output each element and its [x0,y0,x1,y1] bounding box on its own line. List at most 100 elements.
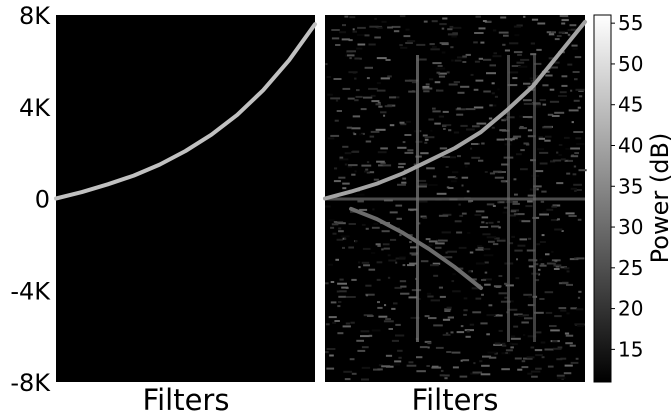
noise-streak [439,42,449,44]
noise-streak [342,87,351,90]
noise-streak [373,178,379,181]
noise-streak [360,108,367,111]
noise-streak [551,250,554,253]
noise-streak [521,366,529,369]
noise-streak [462,359,470,362]
noise-streak [571,121,574,124]
noise-streak [570,28,578,31]
noise-streak [446,351,452,353]
noise-streak [351,127,361,130]
noise-streak [578,290,582,293]
noise-streak [391,307,396,310]
noise-streak [464,329,474,332]
noise-streak [378,364,383,367]
noise-streak [471,287,480,290]
noise-streak [519,126,524,128]
noise-streak [381,248,384,251]
noise-streak [391,339,399,342]
noise-streak [405,28,410,31]
noise-streak [534,170,544,173]
noise-streak [456,267,464,270]
noise-streak [545,135,552,138]
noise-streak [447,33,458,36]
noise-streak [541,190,547,193]
noise-streak [480,322,488,325]
noise-streak [361,378,369,381]
noise-streak [538,137,545,140]
noise-streak [341,286,349,289]
noise-streak [451,351,461,354]
noise-streak [466,190,470,193]
noise-streak [494,237,500,240]
noise-streak [447,316,454,319]
noise-streak [474,60,480,63]
noise-streak [475,262,485,265]
noise-streak [501,342,506,345]
noise-streak [513,25,521,28]
noise-streak [338,227,342,230]
noise-streak [529,88,536,91]
noise-streak [527,304,535,307]
noise-streak [572,173,577,176]
noise-streak [511,335,516,338]
noise-streak [345,322,350,325]
noise-streak [365,294,369,297]
noise-streak [566,172,571,175]
noise-streak [336,290,340,293]
noise-streak [516,24,523,27]
noise-streak [478,27,486,30]
noise-streak [482,278,492,281]
noise-streak [457,107,461,110]
colorbar-tick-label: 45 [618,93,643,117]
noise-streak [432,107,436,110]
noise-streak [489,104,493,107]
noise-streak [453,81,460,84]
noise-streak [381,20,387,23]
noise-streak [357,43,366,46]
noise-streak [349,16,356,19]
noise-streak [511,343,518,346]
noise-streak [570,361,579,364]
noise-streak [409,262,417,265]
noise-streak [361,132,365,135]
noise-streak [569,344,576,347]
noise-streak [575,189,582,191]
noise-streak [426,365,430,367]
noise-streak [466,330,470,333]
noise-streak [491,225,500,228]
noise-streak [570,89,573,92]
noise-streak [564,159,569,162]
noise-streak [523,293,533,296]
noise-streak [501,119,506,122]
noise-streak [463,309,468,312]
noise-streak [577,218,582,221]
noise-streak [407,149,414,152]
noise-streak [458,203,461,206]
noise-streak [418,222,421,225]
noise-streak [376,278,381,281]
noise-streak [365,168,369,171]
noise-streak [556,374,565,377]
noise-streak [348,39,353,42]
noise-streak [445,251,448,254]
noise-streak [376,89,386,92]
noise-streak [416,370,426,373]
noise-streak [479,360,483,363]
noise-streak [382,243,390,246]
noise-streak [400,292,410,295]
noise-streak [345,51,353,54]
noise-streak [376,26,383,29]
noise-streak [492,205,496,207]
noise-streak [356,339,364,342]
noise-streak [374,36,381,39]
noise-streak [565,147,572,150]
noise-streak [465,335,471,338]
noise-streak [427,342,432,345]
noise-streak [560,158,566,161]
noise-streak [431,20,438,23]
noise-streak [342,187,347,190]
noise-streak [474,214,482,216]
noise-streak [527,372,533,375]
noise-streak [481,293,484,296]
noise-streak [573,165,577,168]
